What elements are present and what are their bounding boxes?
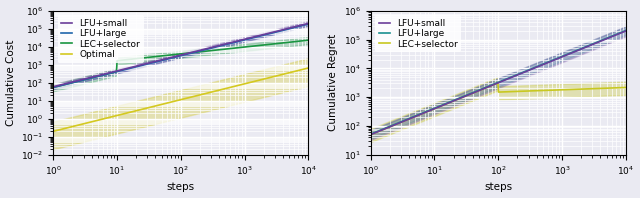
Legend: LFU+small, LFU+large, LEC+selector: LFU+small, LFU+large, LEC+selector (375, 15, 461, 52)
Legend: LFU+small, LFU+large, LEC+selector, Optimal: LFU+small, LFU+large, LEC+selector, Opti… (58, 15, 144, 63)
X-axis label: steps: steps (484, 182, 512, 192)
Y-axis label: Cumulative Cost: Cumulative Cost (6, 40, 15, 126)
X-axis label: steps: steps (166, 182, 195, 192)
Y-axis label: Cumulative Regret: Cumulative Regret (328, 34, 338, 131)
